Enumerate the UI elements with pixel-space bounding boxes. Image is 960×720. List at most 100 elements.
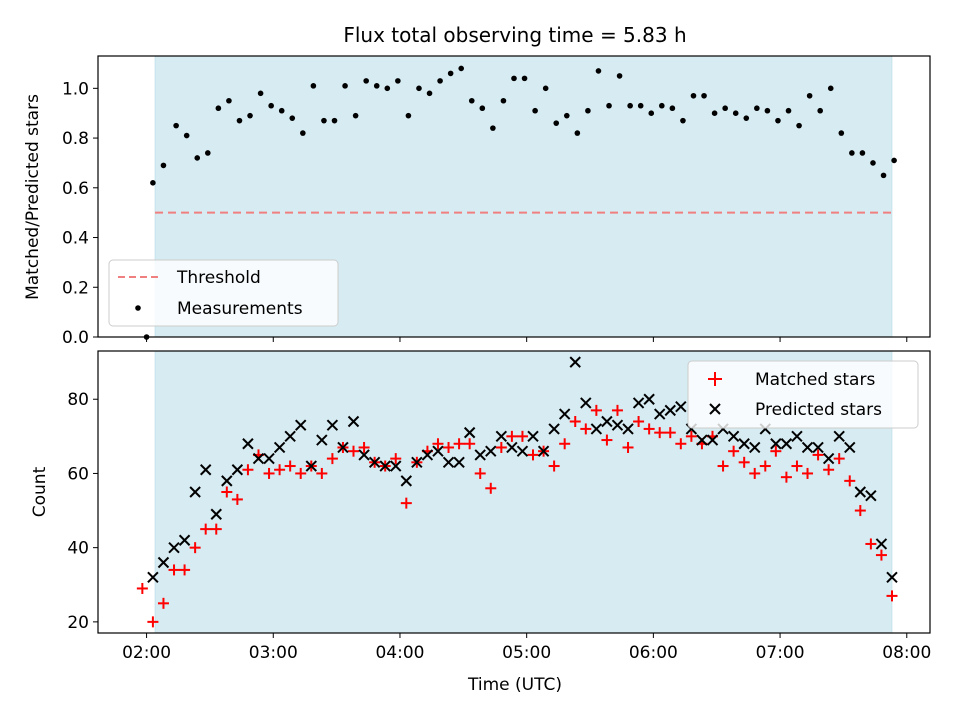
measurement-point [247, 112, 253, 119]
measurement-point [796, 122, 802, 129]
matched-star-point [453, 438, 465, 450]
matched-star-point [400, 497, 412, 509]
legend-predicted-swatch [709, 403, 721, 415]
measurement-point [300, 130, 306, 136]
predicted-star-point [263, 452, 275, 465]
bottom-y-axis-label: Count [30, 466, 50, 517]
top-y-ticks: 0.0 0.2 0.4 0.6 0.8 1.0 [62, 79, 98, 348]
matched-star-point [157, 597, 169, 609]
measurement-point [321, 117, 327, 124]
matched-star-point [527, 449, 539, 461]
measurement-point [405, 112, 412, 119]
measurement-point [426, 90, 433, 97]
predicted-star-point [337, 441, 349, 454]
predicted-star-point [791, 430, 803, 443]
predicted-star-point [147, 571, 159, 584]
predicted-star-point [358, 449, 370, 461]
bottom-panel-frame [97, 350, 931, 634]
matched-star-point [759, 460, 771, 472]
measurement-point [754, 105, 760, 112]
measurement-point [511, 75, 517, 82]
measurement-point [595, 68, 602, 74]
matched-star-point [580, 423, 592, 435]
measurement-point [637, 102, 644, 109]
predicted-star-point [400, 475, 413, 487]
predicted-star-point [168, 541, 180, 554]
measurement-point [585, 107, 591, 114]
measurement-point [870, 160, 876, 166]
x-tick-label: 06:00 [629, 643, 678, 663]
predicted-star-point [252, 452, 265, 465]
bottom-legend: Matched stars Predicted stars [687, 360, 919, 429]
predicted-star-point [326, 419, 339, 431]
predicted-star-point [347, 415, 360, 428]
measurement-point [342, 83, 348, 89]
measurement-point [711, 110, 718, 116]
matched-star-point [358, 441, 370, 453]
y-tick-label: 1.0 [62, 79, 89, 99]
matched-star-point [200, 523, 212, 535]
y-tick-label: 80 [67, 390, 89, 410]
predicted-star-point [210, 508, 222, 520]
matched-star-point [326, 453, 338, 465]
measurement-point [194, 155, 201, 161]
matched-star-point [728, 445, 740, 457]
predicted-star-point [485, 445, 497, 457]
measurement-point [205, 150, 211, 156]
predicted-star-point [727, 430, 740, 443]
predicted-star-point [442, 456, 455, 469]
matched-star-point [242, 464, 254, 476]
predicted-star-point [611, 419, 624, 431]
measurement-point [849, 150, 855, 156]
measurement-point [880, 172, 887, 179]
y-tick-label: 0.8 [62, 129, 89, 149]
matched-star-point [886, 590, 898, 602]
measurement-point [310, 83, 317, 89]
matched-star-point [390, 453, 402, 465]
predicted-star-point [316, 434, 328, 446]
predicted-star-point [157, 556, 170, 569]
matched-star-point [274, 464, 286, 476]
matched-star-point [717, 460, 729, 472]
measurement-point [563, 112, 570, 119]
predicted-star-point [558, 408, 571, 420]
predicted-star-point [854, 486, 867, 498]
predicted-star-point [421, 449, 434, 461]
predicted-star-point [601, 415, 613, 428]
legend-matched-label: Matched stars [755, 370, 875, 390]
measurement-point [447, 70, 454, 77]
predicted-star-point [295, 419, 307, 431]
matched-star-point [179, 564, 191, 576]
matched-star-point [210, 523, 222, 535]
predicted-star-point [844, 441, 856, 454]
matched-star-point [168, 564, 180, 576]
measurement-point [542, 85, 549, 92]
measurement-point [490, 125, 496, 131]
predicted-star-point [590, 423, 603, 435]
matched-star-point [622, 441, 634, 453]
measurement-point [257, 90, 264, 97]
measurement-point [669, 105, 676, 112]
measurement-point [458, 65, 465, 72]
matched-star-point [316, 467, 328, 479]
measurement-point [268, 102, 274, 109]
measurement-point [648, 110, 655, 116]
predicted-star-point [580, 397, 592, 409]
matched-star-point [263, 467, 275, 479]
predicted-star-point [738, 438, 750, 450]
predicted-star-point [432, 445, 444, 457]
matched-star-point [875, 549, 887, 561]
measurement-point [606, 102, 612, 109]
measurement-point [659, 102, 665, 109]
legend-matched-swatch [708, 372, 722, 386]
measurement-point [891, 157, 897, 164]
predicted-star-point [495, 430, 508, 443]
top-legend-box [108, 259, 339, 327]
matched-star-point [770, 445, 782, 457]
measurement-point [743, 115, 750, 121]
matched-star-point [284, 460, 296, 472]
measurement-point [785, 107, 792, 114]
predicted-star-point [653, 408, 666, 420]
predicted-star-point [379, 460, 391, 472]
legend-predicted-label: Predicted stars [755, 400, 882, 420]
